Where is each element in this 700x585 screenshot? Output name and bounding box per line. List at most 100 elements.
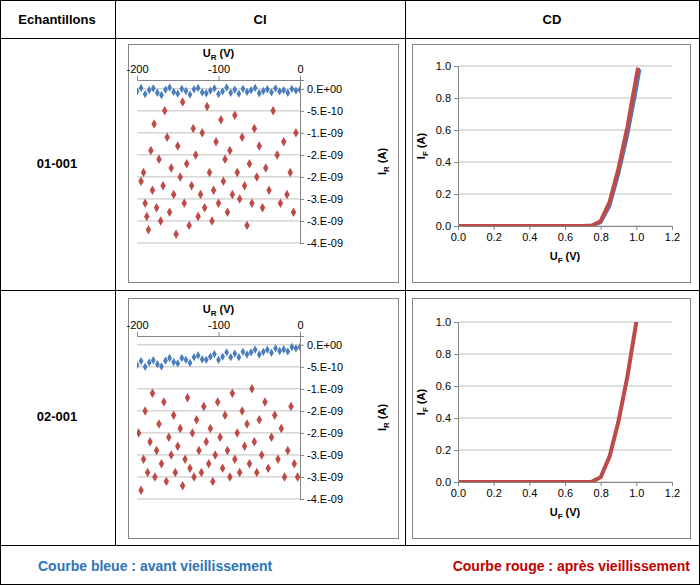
point <box>265 85 270 93</box>
tick-label: -2.E-09 <box>307 405 343 417</box>
tick: 0 <box>297 63 303 80</box>
grid-line <box>458 194 672 195</box>
point <box>287 168 292 177</box>
tick-mark <box>672 482 673 486</box>
header-cell: Echantillons <box>18 12 95 27</box>
point <box>285 89 290 97</box>
tick: 0.2 <box>487 226 502 243</box>
tick-mark <box>454 386 458 387</box>
point <box>253 345 258 353</box>
table-frame <box>0 0 700 585</box>
point <box>241 85 246 93</box>
tick-label: 0.8 <box>594 231 609 243</box>
axis-line <box>138 76 301 81</box>
tick: -4.E-09 <box>300 237 343 249</box>
point <box>236 353 241 361</box>
point <box>288 402 293 411</box>
tick-label: 0.4 <box>436 156 451 168</box>
point <box>281 86 286 94</box>
point <box>195 212 200 221</box>
header-cell: CI <box>254 12 267 27</box>
point <box>159 459 164 468</box>
tick-mark <box>300 111 304 112</box>
point <box>193 150 198 159</box>
tick: 0.8 <box>594 482 609 499</box>
point <box>199 128 204 137</box>
point <box>265 463 270 472</box>
tick-label: 0.2 <box>487 487 502 499</box>
point <box>143 90 148 98</box>
point <box>275 455 280 464</box>
point <box>168 450 173 459</box>
axis-title: IF (A) <box>415 133 430 160</box>
point <box>291 207 296 216</box>
grid-line <box>137 388 300 389</box>
point <box>141 168 146 177</box>
point <box>192 353 197 361</box>
tick-label: 1.0 <box>436 316 451 328</box>
point <box>150 389 155 398</box>
legend-entry: Courbe bleue : avant vieillissement <box>38 558 273 574</box>
grid-line <box>137 410 300 411</box>
point <box>180 481 185 490</box>
tick: -3.E-09 <box>300 471 343 483</box>
point <box>213 450 218 459</box>
tick-label: -2.E-09 <box>307 149 343 161</box>
point <box>143 363 148 371</box>
point <box>175 359 180 367</box>
point <box>293 128 298 137</box>
point <box>239 133 244 142</box>
point <box>196 351 201 359</box>
point <box>141 455 146 464</box>
point <box>175 141 180 150</box>
point <box>285 446 290 455</box>
point <box>224 83 229 91</box>
tick-label: 0.0 <box>436 220 451 232</box>
point <box>161 397 166 406</box>
point <box>215 397 220 406</box>
tick-mark <box>300 76 301 80</box>
axis: 0.00.20.40.60.81.01.2 <box>451 482 680 499</box>
tick-mark <box>454 98 458 99</box>
point <box>151 356 156 364</box>
tick-label: 0.2 <box>436 188 451 200</box>
point <box>186 221 191 230</box>
tick-mark <box>494 226 495 230</box>
axis-line <box>301 337 305 500</box>
point <box>196 446 201 455</box>
tick-label: 1.2 <box>665 231 680 243</box>
axis-title: UR (V) <box>203 47 235 62</box>
marks <box>137 83 300 239</box>
tick: 0.6 <box>436 124 458 136</box>
point <box>241 348 246 356</box>
point <box>137 361 139 369</box>
point <box>235 428 240 437</box>
point <box>159 91 164 99</box>
point <box>247 459 252 468</box>
point <box>208 353 213 361</box>
chart: 0.00.20.40.60.81.01.20.00.20.40.60.81.0U… <box>413 45 691 283</box>
tick-label: 0.0 <box>451 231 466 243</box>
tick: 0.E+00 <box>300 339 342 351</box>
grid-line <box>137 432 300 433</box>
grid-line <box>458 322 672 323</box>
tick-mark <box>300 89 304 90</box>
point <box>188 90 193 98</box>
point <box>292 459 297 468</box>
figure: EchantillonsCICD01-00102-001Courbe bleue… <box>0 0 700 585</box>
point <box>177 172 182 181</box>
point <box>158 216 163 225</box>
tick: -5.E-10 <box>300 361 343 373</box>
point <box>228 89 233 97</box>
axis: 0.00.20.40.60.81.01.2 <box>451 226 680 243</box>
tick-label: 0.8 <box>594 487 609 499</box>
point <box>222 411 227 420</box>
point <box>173 229 178 238</box>
tick-label: 0.4 <box>522 487 537 499</box>
point <box>230 190 235 199</box>
axis-title: UF (V) <box>550 506 581 521</box>
tick-label: 0.E+00 <box>307 83 342 95</box>
point <box>272 411 277 420</box>
chart-border <box>129 299 399 539</box>
point <box>266 185 271 194</box>
